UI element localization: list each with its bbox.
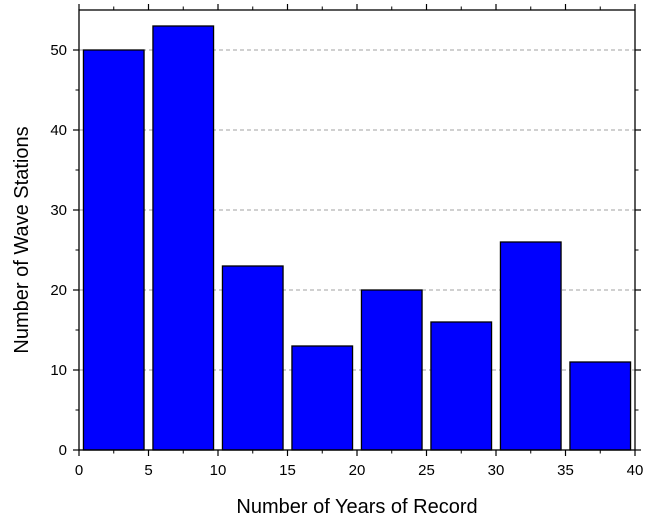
bar-30-35	[499, 241, 562, 451]
y-tick-label-10: 10	[50, 362, 67, 379]
y-axis-title: Number of Wave Stations	[11, 126, 33, 353]
y-tick-label-50: 50	[50, 42, 67, 59]
bar-20-25	[360, 289, 423, 451]
y-tick-label-0: 0	[59, 442, 67, 459]
y-tick-label-20: 20	[50, 282, 67, 299]
x-tick-label-40: 40	[627, 462, 644, 479]
bar-0-5	[82, 49, 145, 451]
bar-35-40	[569, 361, 632, 451]
axis-ticks	[73, 4, 641, 456]
x-tick-label-35: 35	[557, 462, 574, 479]
x-tick-label-25: 25	[418, 462, 435, 479]
x-tick-label-10: 10	[210, 462, 227, 479]
bar-5-10	[152, 25, 215, 451]
bar-10-15	[221, 265, 284, 451]
bars	[82, 25, 632, 451]
x-axis-title: Number of Years of Record	[236, 496, 477, 518]
x-tick-label-0: 0	[75, 462, 83, 479]
x-tick-label-15: 15	[279, 462, 296, 479]
y-tick-label-40: 40	[50, 122, 67, 139]
x-tick-label-20: 20	[349, 462, 366, 479]
bar-15-20	[291, 345, 354, 451]
x-tick-label-30: 30	[488, 462, 505, 479]
tick-labels: 0 5 10 15 20 25 30 35 40 0 10 20 30 40 50	[50, 42, 643, 479]
bar-25-30	[430, 321, 493, 451]
y-tick-label-30: 30	[50, 202, 67, 219]
x-tick-label-5: 5	[144, 462, 152, 479]
